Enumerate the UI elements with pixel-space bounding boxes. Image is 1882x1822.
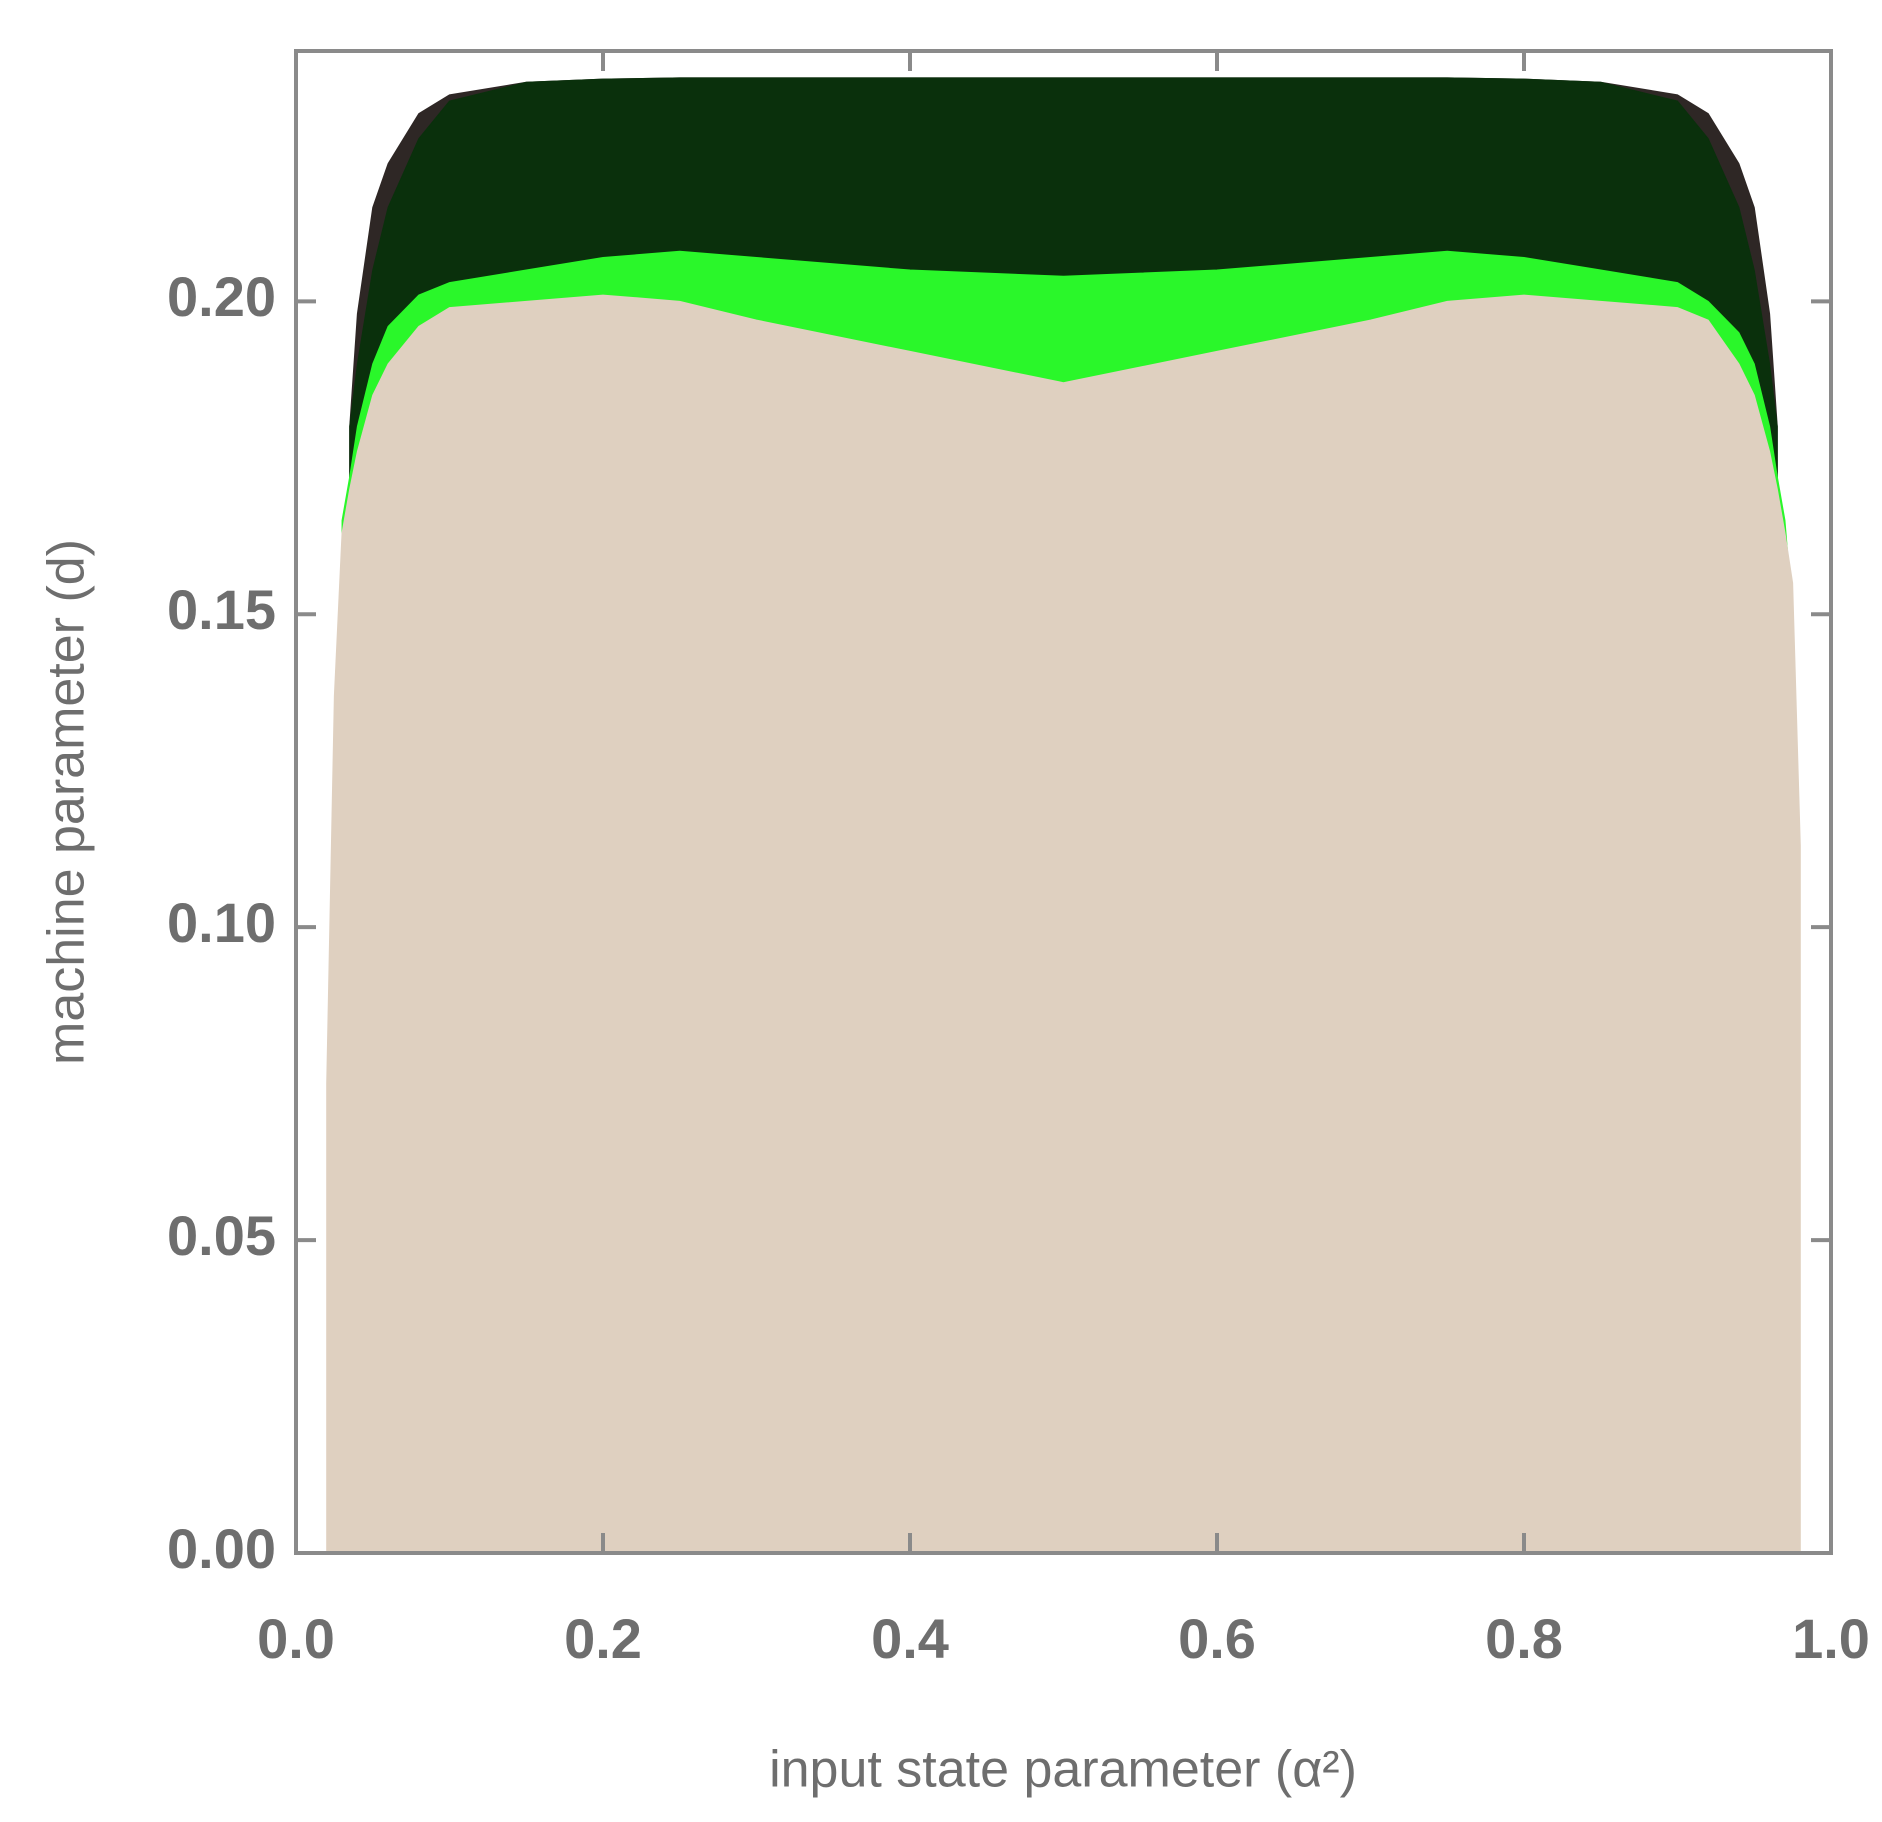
x-axis-title: input state parameter (α²) [769,1741,1357,1799]
x-tick-label: 0.2 [564,1607,642,1670]
y-tick-label: 0.10 [167,891,276,954]
y-tick-label: 0.15 [167,578,276,641]
x-tick-label: 1.0 [1792,1607,1870,1670]
x-tick-label: 0.0 [257,1607,335,1670]
x-tick-label: 0.8 [1485,1607,1563,1670]
x-tick-label: 0.6 [1178,1607,1256,1670]
x-tick-label: 0.4 [871,1607,949,1670]
y-tick-label: 0.05 [167,1204,276,1267]
y-tick-label: 0.00 [167,1517,276,1580]
plot-frame [294,49,1833,1555]
y-axis-title: machine parameter (d) [38,539,96,1065]
area [326,294,1801,1554]
plot-area [326,77,1801,1554]
y-tick-label: 0.20 [167,265,276,328]
